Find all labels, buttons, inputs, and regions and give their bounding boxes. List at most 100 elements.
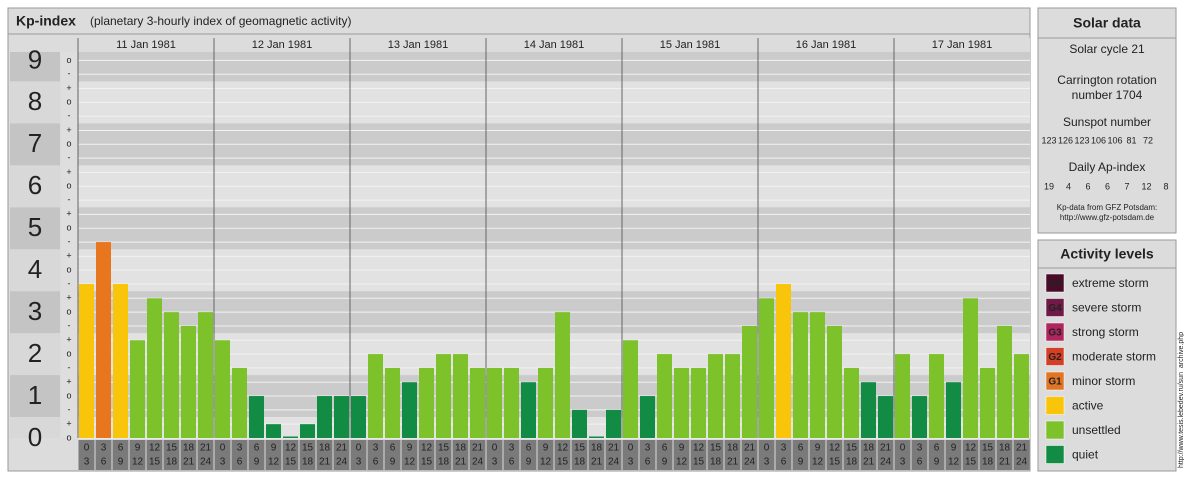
bar xyxy=(147,298,162,438)
level-label: quiet xyxy=(1072,448,1099,462)
bar xyxy=(96,242,111,438)
minor-tick-label: + xyxy=(66,377,71,387)
bar xyxy=(215,340,230,438)
hour-end: 15 xyxy=(285,457,297,468)
bar xyxy=(793,312,808,438)
hour-start: 0 xyxy=(492,443,498,454)
bar xyxy=(810,312,825,438)
hour-start: 12 xyxy=(149,443,161,454)
sunspot-value: 106 xyxy=(1107,135,1122,145)
y-tick-label: 2 xyxy=(28,338,42,368)
hour-end: 9 xyxy=(526,457,532,468)
y-band xyxy=(10,249,60,292)
hour-end: 12 xyxy=(540,457,552,468)
hour-start: 21 xyxy=(744,443,756,454)
hour-cell xyxy=(350,440,367,470)
level-swatch xyxy=(1045,396,1065,415)
ap-value: 4 xyxy=(1066,181,1071,191)
minor-tick-label: o xyxy=(66,348,71,358)
hour-cell xyxy=(503,440,520,470)
minor-column xyxy=(61,52,77,438)
hour-end: 15 xyxy=(421,457,433,468)
date-label: 16 Jan 1981 xyxy=(796,39,857,51)
hour-end: 6 xyxy=(781,457,787,468)
hour-start: 3 xyxy=(509,443,515,454)
carrington: number 1704 xyxy=(1072,88,1143,102)
hour-end: 21 xyxy=(999,457,1011,468)
bar xyxy=(198,312,213,438)
hour-start: 12 xyxy=(965,443,977,454)
bar xyxy=(861,382,876,438)
bar xyxy=(368,354,383,438)
hour-end: 9 xyxy=(254,457,260,468)
hour-start: 6 xyxy=(118,443,124,454)
hour-end: 24 xyxy=(744,457,756,468)
y-band xyxy=(10,291,60,334)
bar xyxy=(742,325,757,438)
hour-end: 15 xyxy=(829,457,841,468)
hour-start: 9 xyxy=(815,443,821,454)
hour-start: 15 xyxy=(982,443,994,454)
bar xyxy=(776,284,791,438)
hour-cell xyxy=(588,440,605,470)
minor-tick-label: - xyxy=(68,278,71,288)
hour-cell xyxy=(469,440,486,470)
hour-start: 9 xyxy=(543,443,549,454)
level-badge: G3 xyxy=(1048,328,1062,339)
bar xyxy=(1014,354,1029,438)
minor-tick-label: - xyxy=(68,153,71,163)
hour-cell xyxy=(282,440,299,470)
sunspot-value: 106 xyxy=(1091,135,1106,145)
hour-cell xyxy=(639,440,656,470)
hour-start: 0 xyxy=(628,443,634,454)
bar xyxy=(334,396,349,438)
hour-cell xyxy=(911,440,928,470)
hour-cell xyxy=(129,440,146,470)
bar xyxy=(436,354,451,438)
hour-cell xyxy=(928,440,945,470)
hour-end: 24 xyxy=(1016,457,1028,468)
bar xyxy=(691,367,706,438)
watermark: http://www.tesis.lebedev.ru/sun_archive.… xyxy=(1178,332,1184,468)
hour-cell xyxy=(78,440,95,470)
sunspot-value: 72 xyxy=(1143,135,1153,145)
hour-end: 6 xyxy=(101,457,107,468)
hour-cell xyxy=(724,440,741,470)
hour-start: 6 xyxy=(526,443,532,454)
bar xyxy=(606,409,621,438)
hour-end: 18 xyxy=(438,457,450,468)
carrington: Carrington rotation xyxy=(1057,73,1156,87)
ap-value: 12 xyxy=(1141,181,1151,191)
bar xyxy=(827,325,842,438)
hour-start: 18 xyxy=(183,443,195,454)
minor-tick-label: + xyxy=(66,125,71,135)
bar xyxy=(929,354,944,438)
hour-end: 6 xyxy=(917,457,923,468)
bar xyxy=(351,396,366,438)
bar xyxy=(283,436,298,438)
level-badge: G2 xyxy=(1048,352,1062,363)
hour-end: 9 xyxy=(118,457,124,468)
hour-end: 9 xyxy=(934,457,940,468)
hour-start: 12 xyxy=(421,443,433,454)
sunspot-value: 81 xyxy=(1126,135,1136,145)
hour-start: 18 xyxy=(319,443,331,454)
hour-cell xyxy=(418,440,435,470)
hour-end: 21 xyxy=(455,457,467,468)
hour-end: 12 xyxy=(812,457,824,468)
bar xyxy=(402,382,417,438)
hour-cell xyxy=(367,440,384,470)
minor-tick-label: o xyxy=(66,265,71,275)
minor-tick-label: - xyxy=(68,111,71,121)
hour-start: 21 xyxy=(880,443,892,454)
hour-cell xyxy=(622,440,639,470)
hour-start: 3 xyxy=(373,443,379,454)
level-swatch xyxy=(1045,298,1065,317)
hour-start: 18 xyxy=(455,443,467,454)
bar xyxy=(623,340,638,438)
hour-cell xyxy=(452,440,469,470)
y-band xyxy=(10,123,60,166)
hour-cell xyxy=(537,440,554,470)
bar xyxy=(980,367,995,438)
ap-value: 7 xyxy=(1124,181,1129,191)
